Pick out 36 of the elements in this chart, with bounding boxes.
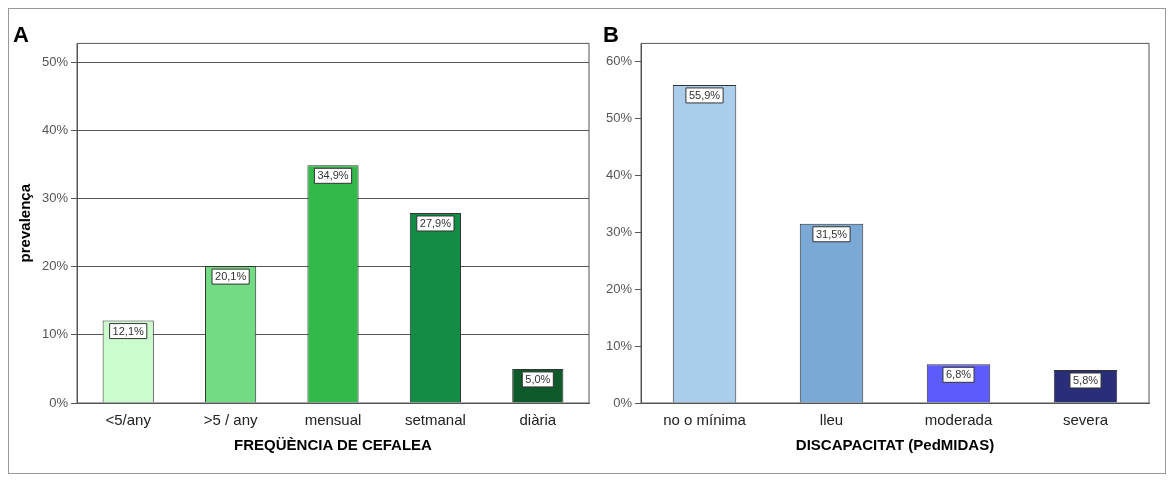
x-tick-label: moderada [924,411,993,429]
data-label: 27,9% [419,217,452,230]
x-tick-label: mensual [304,411,362,429]
chart-title: B [603,22,619,48]
data-label: 6,8% [945,368,972,381]
y-tick-label: 0% [49,394,69,410]
x-tick-label: diària [519,411,557,429]
x-axis-title: DISCAPACITAT (PedMIDAS) [795,436,995,454]
data-label: 20,1% [215,270,247,283]
y-tick-label: 30% [41,190,69,206]
y-tick-label: 10% [605,337,633,353]
y-tick-label: 60% [605,53,633,69]
y-tick-label: 30% [605,223,633,239]
y-tick-label: 0% [613,394,633,410]
x-tick-label: lleu [819,411,844,429]
data-label: 34,9% [317,169,349,182]
x-tick-label: >5 / any [203,411,258,429]
y-tick-label: 40% [41,122,69,138]
y-tick-label: 20% [605,280,633,296]
y-tick-label: 10% [41,326,69,342]
y-tick-label: 50% [41,54,69,70]
data-label: 5,8% [1072,374,1099,387]
x-axis-title: FREQÜÈNCIA DE CEFALEA [234,436,433,454]
x-tick-label: <5/any [105,411,152,429]
chart-title: A [13,22,29,48]
data-label: 31,5% [815,227,848,240]
data-label: 5,0% [525,372,551,385]
x-tick-label: no o mínima [663,411,747,429]
x-tick-label: setmanal [404,411,466,429]
y-tick-label: 20% [41,258,69,274]
data-label: 55,9% [688,88,721,101]
data-label: 12,1% [112,324,145,337]
y-axis-title: prevalença [16,183,34,263]
y-tick-label: 40% [605,166,633,182]
x-tick-label: severa [1062,411,1109,429]
y-tick-label: 50% [605,110,633,126]
